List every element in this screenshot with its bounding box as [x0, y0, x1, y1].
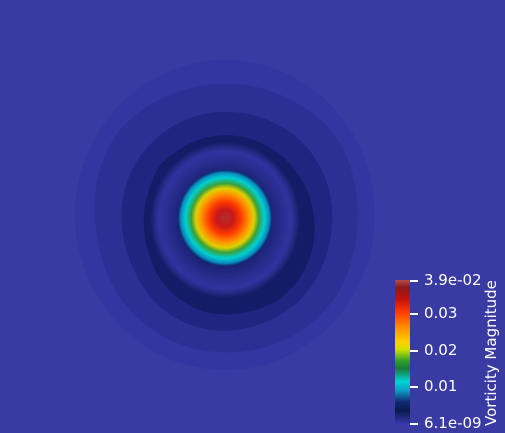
colorbar-max-label: 3.9e-02 — [424, 271, 482, 289]
colorbar-tick-002 — [410, 350, 418, 352]
colorbar-min-label: 6.1e-09 — [424, 414, 482, 432]
colorbar-tick-max — [410, 280, 418, 282]
colorbar-title: Vorticity Magnitude — [482, 280, 500, 426]
colorbar-tick-003 — [410, 313, 418, 315]
colorbar-label-001: 0.01 — [424, 377, 458, 395]
vortex-core — [178, 170, 272, 266]
colorbar-tick-min — [410, 423, 418, 425]
colorbar-label-003: 0.03 — [424, 304, 458, 322]
colorbar-label-002: 0.02 — [424, 341, 458, 359]
colorbar-gradient — [395, 280, 410, 425]
colorbar-tick-001 — [410, 386, 418, 388]
